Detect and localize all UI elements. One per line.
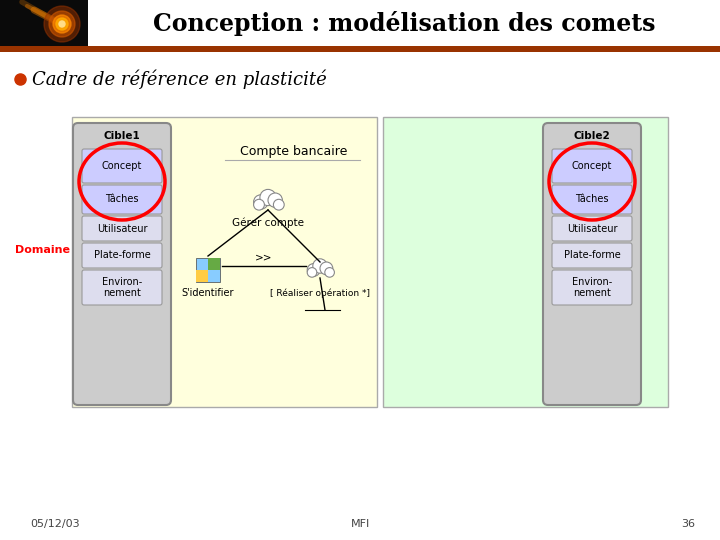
Text: Utilisateur: Utilisateur <box>96 224 148 233</box>
Circle shape <box>325 268 334 277</box>
Text: Compte bancaire: Compte bancaire <box>240 145 347 159</box>
Circle shape <box>307 268 317 277</box>
FancyBboxPatch shape <box>82 243 162 268</box>
Text: Domaine: Domaine <box>15 245 70 255</box>
FancyBboxPatch shape <box>82 149 162 183</box>
Bar <box>196 258 220 282</box>
FancyBboxPatch shape <box>82 185 162 214</box>
FancyBboxPatch shape <box>552 185 632 214</box>
Circle shape <box>274 199 284 210</box>
Text: Concept: Concept <box>102 161 142 171</box>
FancyBboxPatch shape <box>82 270 162 305</box>
Text: Conception : modélisation des comets: Conception : modélisation des comets <box>153 11 655 37</box>
Text: >>: >> <box>256 252 273 262</box>
Circle shape <box>44 6 80 42</box>
Text: 36: 36 <box>681 519 695 529</box>
Text: MFI: MFI <box>351 519 369 529</box>
Circle shape <box>260 190 276 206</box>
Bar <box>72 117 377 407</box>
FancyBboxPatch shape <box>82 216 162 241</box>
Circle shape <box>312 259 327 273</box>
Bar <box>208 258 220 270</box>
Text: Plate-forme: Plate-forme <box>94 251 150 260</box>
Text: Tâches: Tâches <box>105 194 139 205</box>
Text: [ Réaliser opération *]: [ Réaliser opération *] <box>270 288 370 298</box>
Text: Environ-
nement: Environ- nement <box>572 276 612 298</box>
Bar <box>0 0 88 48</box>
FancyBboxPatch shape <box>552 149 632 183</box>
Bar <box>383 117 668 407</box>
Circle shape <box>253 199 264 210</box>
Text: Plate-forme: Plate-forme <box>564 251 621 260</box>
Circle shape <box>59 21 65 27</box>
Circle shape <box>320 262 333 275</box>
FancyBboxPatch shape <box>552 270 632 305</box>
FancyBboxPatch shape <box>543 123 641 405</box>
Circle shape <box>53 15 71 33</box>
Text: 05/12/03: 05/12/03 <box>30 519 80 529</box>
FancyBboxPatch shape <box>552 216 632 241</box>
Circle shape <box>49 11 75 37</box>
Circle shape <box>253 195 268 209</box>
Text: Utilisateur: Utilisateur <box>567 224 617 233</box>
Text: S'identifier: S'identifier <box>181 288 234 298</box>
Text: Cadre de référence en plasticité: Cadre de référence en plasticité <box>32 69 327 89</box>
Bar <box>0 46 720 52</box>
Text: Gérer compte: Gérer compte <box>232 218 304 228</box>
FancyBboxPatch shape <box>552 243 632 268</box>
Circle shape <box>268 193 282 207</box>
Text: Cible1: Cible1 <box>104 131 140 141</box>
Text: Tâches: Tâches <box>575 194 608 205</box>
Bar <box>0 0 720 48</box>
Bar <box>196 270 208 282</box>
FancyBboxPatch shape <box>73 123 171 405</box>
Circle shape <box>56 18 68 30</box>
Text: Cible2: Cible2 <box>574 131 611 141</box>
Text: Concept: Concept <box>572 161 612 171</box>
Text: Environ-
nement: Environ- nement <box>102 276 142 298</box>
Circle shape <box>307 264 320 276</box>
